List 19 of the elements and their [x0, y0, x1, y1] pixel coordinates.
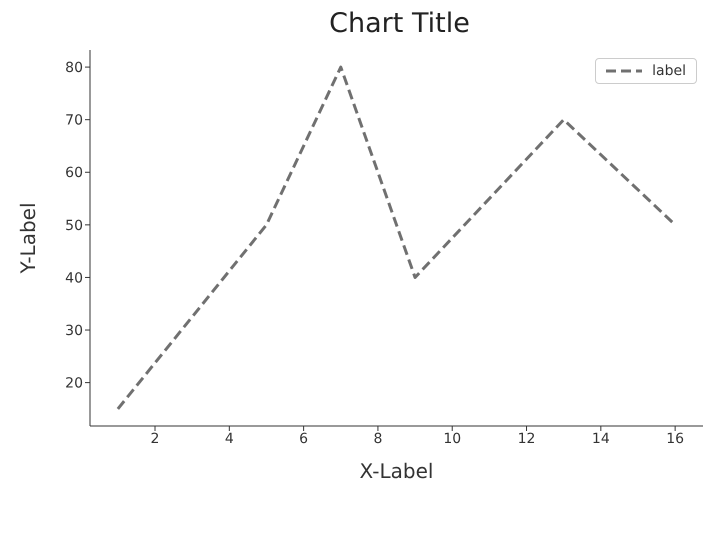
y-tick-label: 50	[65, 218, 83, 234]
chart-title: Chart Title	[328, 8, 471, 39]
y-tick-label: 70	[65, 112, 83, 129]
x-tick-label: 4	[224, 430, 234, 447]
y-tick-label: 20	[65, 376, 83, 392]
x-tick-label: 16	[666, 430, 684, 447]
x-tick-label: 10	[443, 430, 462, 447]
x-tick-label: 2	[150, 430, 160, 447]
y-tick-label: 30	[65, 323, 83, 339]
x-tick-label: 8	[373, 430, 382, 447]
x-tick-label: 14	[592, 430, 610, 447]
y-tick-label: 60	[65, 165, 83, 182]
x-axis-title: X-Label	[360, 459, 434, 483]
y-tick-label: 40	[65, 270, 83, 286]
y-tick-label: 80	[65, 60, 83, 76]
x-tick-label: 6	[299, 430, 308, 447]
y-axis-title: Y-Label	[16, 202, 40, 275]
legend-label: label	[652, 63, 686, 79]
x-tick-label: 12	[518, 430, 536, 447]
